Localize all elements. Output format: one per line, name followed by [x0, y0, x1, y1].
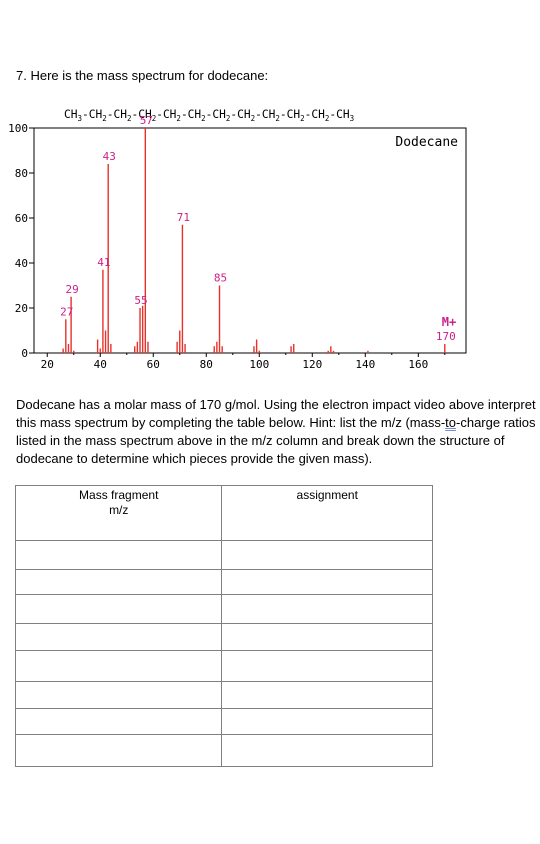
peak-label-57: 57 — [140, 114, 153, 127]
peak-label-27: 27 — [60, 305, 73, 318]
peak-label-55: 55 — [134, 294, 147, 307]
y-tick-label: 60 — [15, 212, 28, 225]
x-tick-label: 140 — [355, 358, 375, 371]
table-row — [14, 623, 433, 651]
col-header-assignment: assignment — [221, 485, 433, 541]
peak-label-41: 41 — [97, 256, 110, 269]
assignment-cell[interactable] — [221, 594, 433, 624]
assignment-cell[interactable] — [221, 540, 433, 570]
mz-cell[interactable] — [14, 623, 223, 651]
svg-text:M+: M+ — [442, 315, 456, 329]
table-row — [14, 569, 433, 595]
peak-label-71: 71 — [177, 211, 190, 224]
instructions-paragraph: Dodecane has a molar mass of 170 g/mol. … — [16, 396, 536, 468]
mz-cell[interactable] — [14, 708, 223, 735]
molecular-ion-label: M+ — [442, 315, 456, 329]
mz-cell[interactable] — [14, 681, 223, 709]
peak-label-170: 170 — [436, 330, 456, 343]
x-axis: 20 40 60 80 100 120 140 160 — [41, 353, 446, 371]
assignment-cell[interactable] — [221, 650, 433, 682]
mz-cell[interactable] — [14, 650, 223, 682]
y-tick-label: 0 — [21, 347, 28, 360]
y-axis: 0 20 40 60 80 100 — [8, 122, 34, 360]
assignment-cell[interactable] — [221, 734, 433, 767]
mz-cell[interactable] — [14, 569, 223, 595]
x-tick-label: 120 — [302, 358, 322, 371]
table-row — [14, 708, 433, 735]
mz-cell[interactable] — [14, 734, 223, 767]
chart-formula: CH3-CH2-CH2-CH2-CH2-CH2-CH2-CH2-CH2-CH2-… — [64, 108, 354, 123]
peak-label-29: 29 — [65, 283, 78, 296]
instructions-part3: -charge ratios listed in the mass spectr… — [16, 415, 536, 466]
x-tick-label: 60 — [147, 358, 160, 371]
table-row — [14, 681, 433, 709]
assignment-cell[interactable] — [221, 623, 433, 651]
x-tick-label: 160 — [408, 358, 428, 371]
y-tick-label: 100 — [8, 122, 28, 135]
table-row — [14, 650, 433, 682]
peak-label-43: 43 — [103, 150, 116, 163]
assignment-cell[interactable] — [221, 569, 433, 595]
y-tick-label: 80 — [15, 167, 28, 180]
mass-spectrum-chart: CH3-CH2-CH2-CH2-CH2-CH2-CH2-CH2-CH2-CH2-… — [8, 108, 467, 371]
peak-label-85: 85 — [214, 272, 227, 285]
instructions-hint-link: to — [445, 415, 457, 430]
table-header-row: Mass fragment m/z assignment — [14, 485, 433, 541]
assignment-cell[interactable] — [221, 708, 433, 735]
assignment-cell[interactable] — [221, 681, 433, 709]
chart-title: Dodecane — [395, 135, 458, 150]
y-tick-label: 40 — [15, 257, 28, 270]
answer-table: Mass fragment m/z assignment — [14, 485, 433, 767]
col-header-mz: Mass fragment m/z — [14, 485, 223, 541]
x-tick-label: 80 — [200, 358, 213, 371]
chart-frame — [33, 127, 467, 354]
x-tick-label: 20 — [41, 358, 54, 371]
peak-series — [62, 128, 446, 353]
mz-cell[interactable] — [14, 594, 223, 624]
table-row — [14, 540, 433, 570]
table-row — [14, 734, 433, 767]
peak-labels: 27 29 41 43 55 57 71 85 170 — [60, 114, 456, 343]
x-tick-label: 100 — [249, 358, 269, 371]
instructions-part1: Dodecane has a molar mass of 170 g/mol. … — [16, 397, 536, 430]
y-tick-label: 20 — [15, 302, 28, 315]
mz-cell[interactable] — [14, 540, 223, 570]
question-text: 7. Here is the mass spectrum for dodecan… — [16, 68, 269, 83]
x-tick-label: 40 — [94, 358, 107, 371]
table-row — [14, 594, 433, 624]
